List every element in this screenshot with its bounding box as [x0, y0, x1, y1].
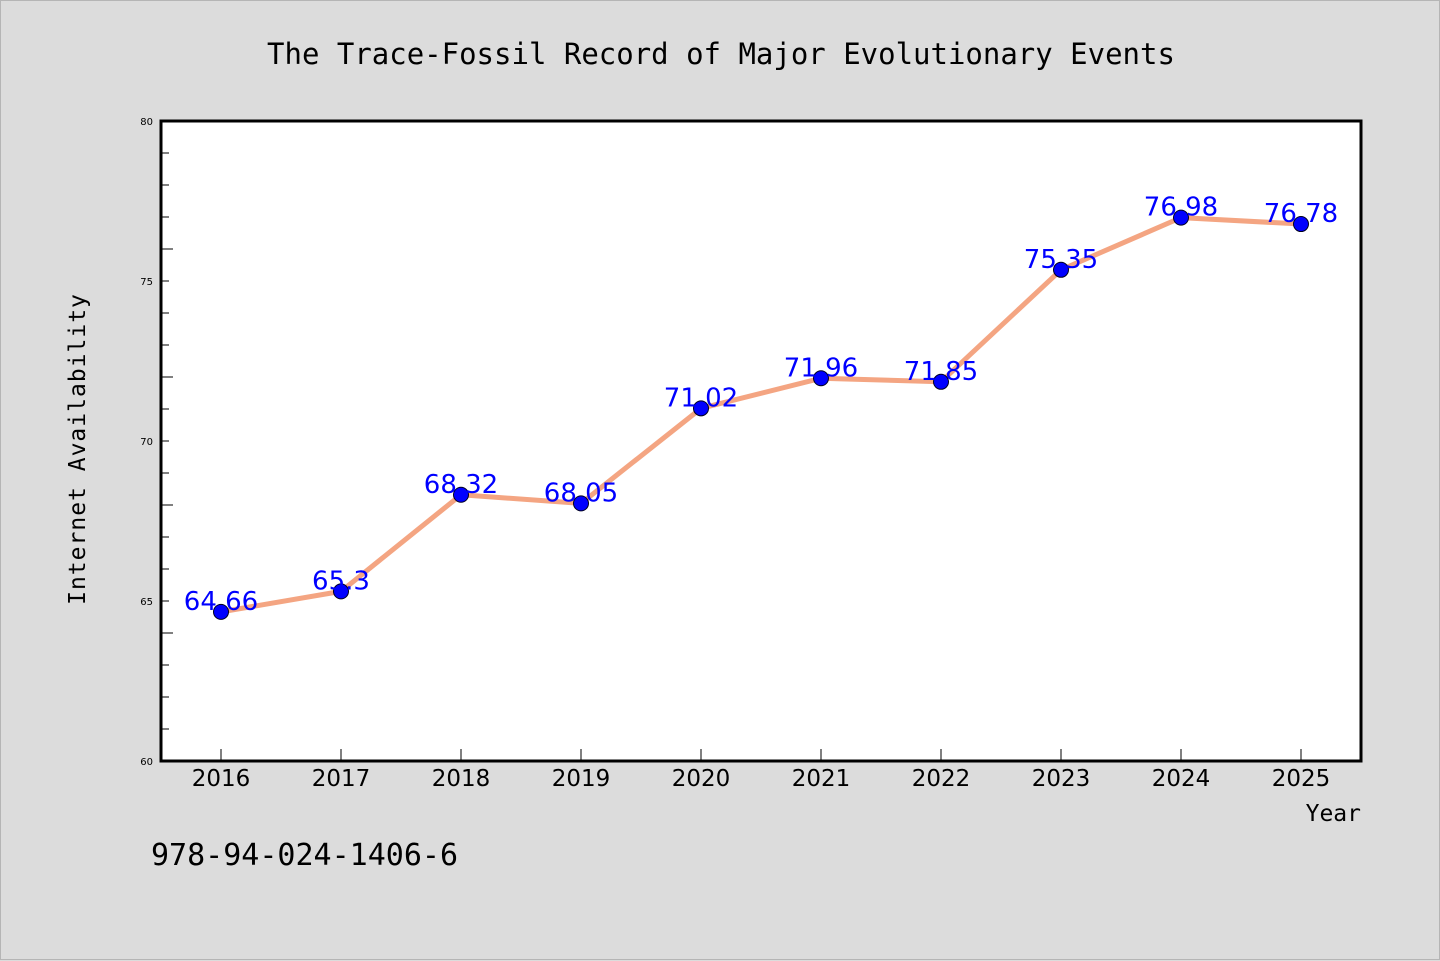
y-tick-label: 65	[140, 597, 153, 608]
y-tick-label: 60	[140, 757, 153, 768]
x-tick-label: 2019	[552, 766, 611, 792]
data-point	[1173, 209, 1189, 226]
data-point	[213, 603, 229, 620]
data-point	[453, 486, 469, 503]
chart-title: The Trace-Fossil Record of Major Evoluti…	[267, 37, 1175, 71]
x-tick-label: 2025	[1272, 766, 1331, 792]
data-label: 68.05	[544, 478, 618, 508]
x-tick-label: 2021	[792, 766, 851, 792]
x-tick-label: 2017	[312, 766, 371, 792]
x-tick-label: 2018	[432, 766, 491, 792]
series-line	[218, 215, 1304, 615]
data-point	[813, 370, 829, 387]
x-tick-label: 2024	[1152, 766, 1211, 792]
data-label: 75.35	[1024, 245, 1098, 275]
data-point	[933, 373, 949, 390]
data-point	[573, 495, 589, 512]
x-axis: 2016 2017 2018 2019 2020 2021 2022 2023 2024 2025	[192, 749, 1331, 792]
data-point	[1053, 261, 1069, 278]
data-label: 64.66	[184, 587, 258, 617]
y-axis-label: Internet Availability	[65, 293, 91, 605]
isbn-annotation: 978-94-024-1406-6	[151, 838, 458, 873]
data-label: 76.98	[1144, 193, 1218, 223]
data-point	[1293, 216, 1309, 233]
x-tick-label: 2022	[912, 766, 971, 792]
y-tick-label: 70	[140, 437, 153, 448]
x-axis-label: Year	[1306, 801, 1361, 827]
y-axis: 60 65 70 75 80	[140, 117, 173, 768]
y-tick-label: 80	[140, 117, 153, 128]
data-label: 76.78	[1264, 199, 1338, 229]
series-group: 64.66 65.3 68.32 68.05 71.02 71.96 71.85 75.35 7…	[184, 193, 1338, 620]
x-tick-label: 2023	[1032, 766, 1091, 792]
data-label: 68.32	[424, 470, 498, 500]
data-label: 71.85	[904, 357, 978, 387]
x-tick-label: 2016	[192, 766, 251, 792]
x-tick-label: 2020	[672, 766, 731, 792]
data-point	[333, 583, 349, 600]
data-label: 65.3	[312, 566, 370, 596]
data-point	[693, 400, 709, 417]
data-label: 71.02	[664, 383, 738, 413]
data-label: 71.96	[784, 353, 858, 383]
y-tick-label: 75	[140, 277, 153, 288]
